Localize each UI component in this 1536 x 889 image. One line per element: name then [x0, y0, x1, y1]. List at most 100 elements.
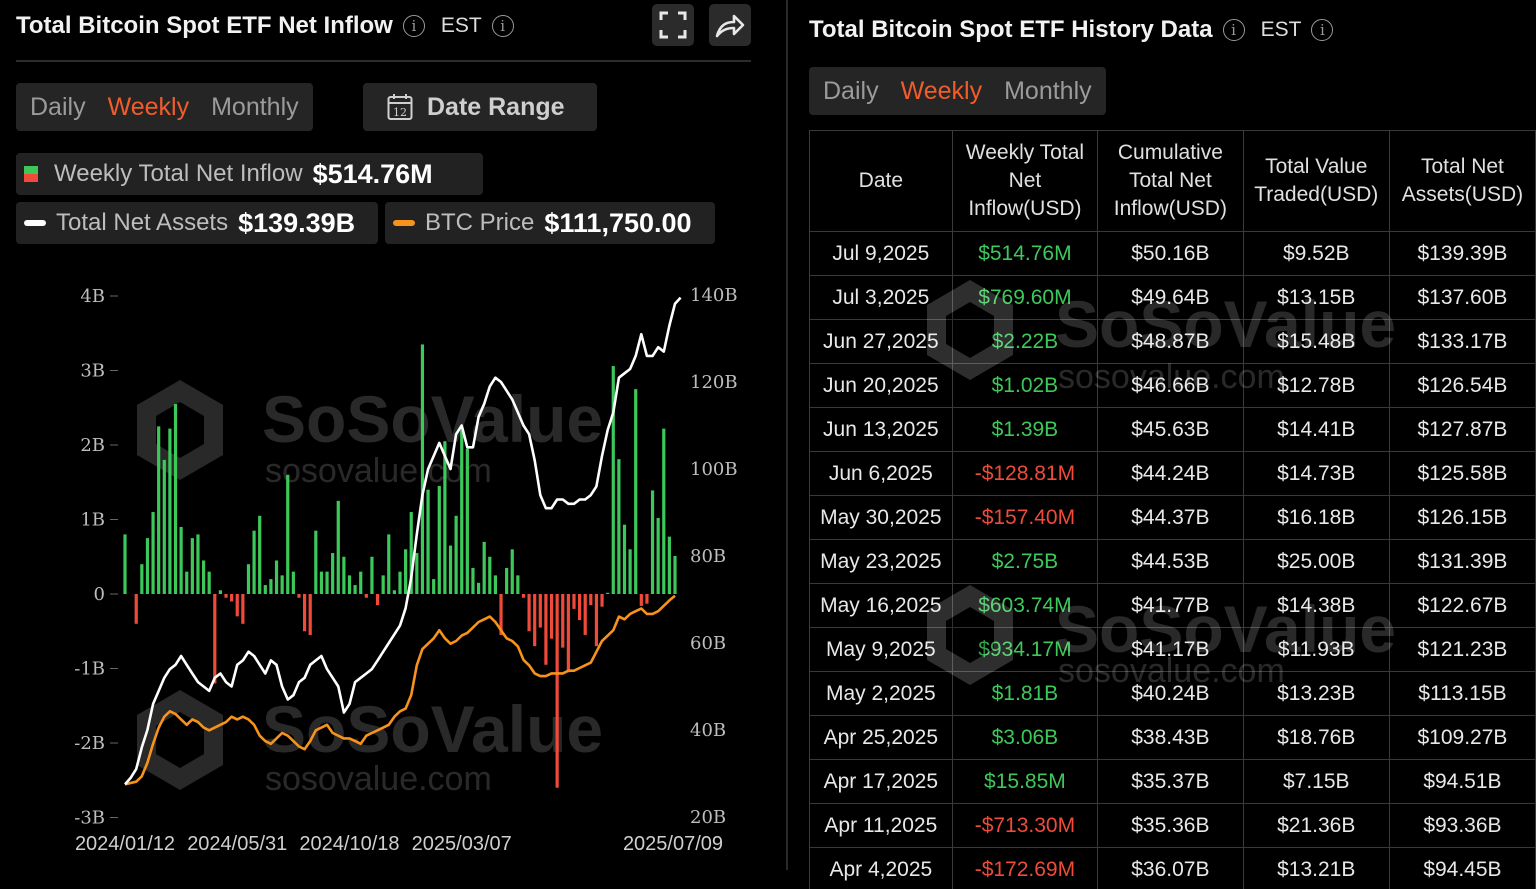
- table-row[interactable]: May 9,2025 $934.17M $41.17B $11.93B $121.23B: [809, 627, 1536, 672]
- table-row[interactable]: Jun 6,2025 -$128.81M $44.24B $14.73B $125.58…: [809, 451, 1536, 496]
- inflow-bar[interactable]: [331, 553, 335, 594]
- inflow-bar[interactable]: [561, 594, 565, 648]
- inflow-bar[interactable]: [645, 594, 649, 604]
- inflow-bar[interactable]: [617, 459, 621, 594]
- inflow-bar[interactable]: [145, 538, 150, 594]
- inflow-bar[interactable]: [465, 448, 469, 594]
- inflow-bar[interactable]: [241, 594, 245, 624]
- inflow-bar[interactable]: [207, 571, 211, 594]
- inflow-bar[interactable]: [162, 459, 166, 594]
- inflow-bar[interactable]: [190, 538, 194, 594]
- inflow-bar[interactable]: [196, 534, 200, 594]
- inflow-bar[interactable]: [432, 579, 436, 594]
- table-row[interactable]: Apr 11,2025 -$713.30M $35.36B $21.36B $93.36…: [809, 803, 1536, 848]
- inflow-bar[interactable]: [549, 594, 554, 639]
- inflow-bar[interactable]: [297, 594, 301, 598]
- inflow-bar[interactable]: [325, 571, 329, 594]
- table-row[interactable]: Jun 27,2025 $2.22B $48.87B $15.48B $133.17B: [809, 319, 1536, 364]
- inflow-bar[interactable]: [230, 594, 234, 602]
- inflow-bar[interactable]: [280, 575, 284, 594]
- inflow-bar[interactable]: [673, 556, 677, 594]
- inflow-bar[interactable]: [589, 594, 593, 606]
- inflow-bar[interactable]: [263, 585, 267, 594]
- inflow-bar[interactable]: [516, 575, 520, 594]
- total-net-assets-line[interactable]: [124, 296, 682, 786]
- history-tab-monthly[interactable]: Monthly: [1004, 76, 1092, 105]
- inflow-bar[interactable]: [499, 594, 503, 635]
- inflow-bar[interactable]: [235, 594, 239, 617]
- inflow-bar[interactable]: [370, 556, 374, 594]
- inflow-bar[interactable]: [404, 549, 408, 594]
- inflow-bar[interactable]: [454, 515, 458, 594]
- inflow-bar[interactable]: [426, 489, 430, 594]
- inflow-bar[interactable]: [600, 594, 604, 607]
- inflow-bar[interactable]: [572, 594, 576, 609]
- inflow-bar[interactable]: [577, 594, 582, 621]
- inflow-bar[interactable]: [533, 594, 537, 647]
- inflow-bar[interactable]: [476, 582, 481, 594]
- inflow-bar[interactable]: [387, 534, 391, 594]
- table-row[interactable]: May 16,2025 $603.74M $41.77B $14.38B $122.67…: [809, 583, 1536, 628]
- inflow-bar[interactable]: [460, 430, 464, 594]
- inflow-bar[interactable]: [667, 536, 671, 594]
- legend-total-net-assets[interactable]: Total Net Assets $139.39B: [16, 202, 378, 244]
- inflow-bar[interactable]: [274, 560, 279, 594]
- table-row[interactable]: Apr 4,2025 -$172.69M $36.07B $13.21B $94.45B: [809, 847, 1536, 889]
- inflow-bar[interactable]: [286, 474, 290, 594]
- inflow-bar[interactable]: [168, 428, 172, 594]
- history-tab-daily[interactable]: Daily: [823, 76, 879, 105]
- col-cumulative-inflow[interactable]: Cumulative Total Net Inflow(USD): [1097, 130, 1244, 232]
- inflow-bar[interactable]: [566, 594, 570, 673]
- inflow-bar[interactable]: [151, 512, 155, 594]
- inflow-bar[interactable]: [359, 571, 363, 594]
- history-info-icon[interactable]: i: [1222, 19, 1245, 41]
- inflow-bar[interactable]: [213, 594, 217, 684]
- tab-monthly[interactable]: Monthly: [211, 92, 299, 121]
- inflow-bar[interactable]: [302, 594, 307, 632]
- btc-price-line[interactable]: [124, 594, 676, 786]
- inflow-bar[interactable]: [521, 594, 526, 598]
- inflow-bar[interactable]: [291, 571, 295, 594]
- history-timezone-info-icon[interactable]: i: [1311, 19, 1334, 41]
- tab-daily[interactable]: Daily: [30, 92, 86, 121]
- inflow-bar[interactable]: [353, 585, 357, 594]
- inflow-bar[interactable]: [185, 571, 189, 594]
- inflow-bar[interactable]: [375, 594, 380, 606]
- inflow-bar[interactable]: [639, 594, 643, 606]
- inflow-bar[interactable]: [471, 567, 475, 594]
- inflow-bar[interactable]: [173, 404, 178, 594]
- inflow-bar[interactable]: [488, 556, 492, 594]
- timezone-info-icon[interactable]: i: [491, 15, 514, 37]
- inflow-bar[interactable]: [420, 344, 425, 594]
- tab-weekly[interactable]: Weekly: [107, 92, 190, 121]
- inflow-bar[interactable]: [606, 592, 610, 594]
- inflow-bar[interactable]: [336, 500, 340, 594]
- history-tab-weekly[interactable]: Weekly: [900, 76, 983, 105]
- table-row[interactable]: Apr 17,2025 $15.85M $35.37B $7.15B $94.51B: [809, 759, 1536, 804]
- table-row[interactable]: May 23,2025 $2.75B $44.53B $25.00B $131.39B: [809, 539, 1536, 584]
- col-total-net-assets[interactable]: Total Net Assets(USD): [1388, 130, 1536, 232]
- inflow-bar[interactable]: [650, 490, 655, 594]
- table-row[interactable]: Apr 25,2025 $3.06B $38.43B $18.76B $109.27B: [809, 715, 1536, 760]
- inflow-bar[interactable]: [594, 594, 599, 647]
- table-row[interactable]: May 2,2025 $1.81B $40.24B $13.23B $113.15B: [809, 671, 1536, 716]
- date-range-button[interactable]: 12 Date Range: [363, 83, 597, 131]
- table-row[interactable]: Jun 13,2025 $1.39B $45.63B $14.41B $127.87B: [809, 407, 1536, 452]
- inflow-bar[interactable]: [448, 545, 453, 594]
- col-date[interactable]: Date: [809, 130, 953, 232]
- table-row[interactable]: Jul 3,2025 $769.60M $49.64B $13.15B $137.60B: [809, 275, 1536, 320]
- inflow-bar[interactable]: [628, 549, 632, 594]
- fullscreen-icon[interactable]: [652, 4, 694, 46]
- inflow-bar[interactable]: [258, 515, 262, 594]
- inflow-bar[interactable]: [224, 594, 228, 598]
- inflow-bar[interactable]: [510, 549, 514, 594]
- inflow-bar[interactable]: [415, 553, 419, 594]
- table-row[interactable]: Jun 20,2025 $1.02B $46.66B $12.78B $126.54B: [809, 363, 1536, 408]
- net-inflow-chart[interactable]: SoSoValue sosovalue.com SoSoValue sosova…: [0, 0, 770, 889]
- info-icon[interactable]: i: [402, 15, 425, 37]
- inflow-bar[interactable]: [493, 575, 498, 594]
- inflow-bar[interactable]: [246, 564, 251, 594]
- inflow-bar[interactable]: [134, 594, 138, 624]
- inflow-bar[interactable]: [381, 575, 385, 594]
- inflow-bar[interactable]: [123, 534, 127, 594]
